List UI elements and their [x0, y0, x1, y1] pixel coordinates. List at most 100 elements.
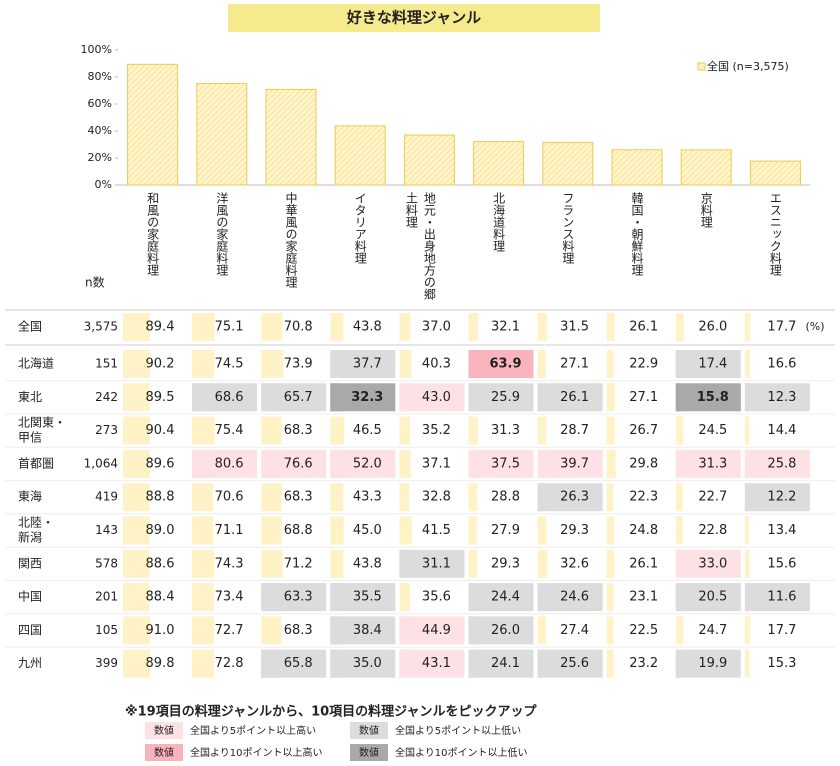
cell-value: 89.0 [146, 523, 175, 538]
highlight [744, 383, 810, 412]
y-tick-label: 80% [88, 70, 112, 83]
cell-bar [537, 416, 547, 445]
cell-bar [537, 449, 550, 478]
highlight [744, 483, 810, 512]
x-tick-label: 韓国・朝鮮料理 [630, 192, 644, 276]
cell-bar [537, 516, 547, 545]
cell-value: 24.7 [698, 623, 727, 638]
cell-value: 71.1 [215, 523, 244, 538]
cell-bar [537, 549, 548, 578]
cell-bar [744, 516, 749, 545]
cell-bar [675, 616, 684, 645]
cell-bar [675, 649, 682, 678]
legend-box [350, 722, 388, 739]
cell-value: 31.5 [560, 320, 589, 335]
cell-value: 40.3 [422, 357, 451, 372]
cell-value: 17.7 [767, 623, 796, 638]
row-label: 関西 [18, 556, 42, 570]
row-label: 北陸・ [18, 516, 54, 530]
cell-value: 27.1 [629, 390, 658, 405]
cell-value: 23.2 [629, 656, 658, 671]
x-tick-label: 北海道料理 [491, 192, 506, 252]
x-tick-label: イタリア料理 [353, 192, 368, 264]
cell-value: 17.7 [767, 320, 796, 335]
bar [127, 63, 179, 186]
cell-value: 26.1 [629, 556, 658, 571]
cell-value: 37.0 [422, 320, 451, 335]
cell-bar [606, 649, 614, 678]
y-tick-label: 40% [88, 124, 112, 137]
legend-label: 全国 (n=3,575) [707, 59, 789, 73]
cell-bar [744, 483, 749, 512]
cell-bar [330, 383, 340, 412]
x-tick-label: 京料理 [699, 192, 714, 228]
cell-value: 65.8 [284, 656, 313, 671]
cell-value: 22.7 [698, 490, 727, 505]
cell-bar [468, 350, 488, 378]
cell-bar [399, 313, 411, 341]
cell-bar [330, 583, 341, 612]
cell-value: 26.1 [560, 390, 589, 405]
cell-value: 19.9 [698, 656, 727, 671]
x-tick-label: 中華風の家庭料理 [284, 192, 298, 288]
highlight [537, 649, 603, 678]
row-n: 3,575 [84, 320, 118, 334]
cell-bar [468, 616, 477, 645]
row-label: 首都圏 [18, 456, 54, 470]
row-n: 578 [95, 556, 118, 570]
cell-bar [675, 383, 681, 412]
row-label: 東海 [18, 489, 42, 504]
cell-bar [606, 616, 614, 645]
legend-box [145, 744, 183, 761]
cell-value: 11.6 [767, 590, 796, 605]
cell-value: 22.9 [629, 357, 658, 372]
y-tick-label: 100% [81, 43, 112, 56]
cell-value: 43.1 [422, 656, 451, 671]
cell-bar [744, 350, 750, 378]
cell-bar [399, 549, 409, 578]
row-label: 北海道 [18, 356, 54, 371]
bar [196, 83, 248, 186]
bar [749, 160, 801, 186]
cell-value: 29.3 [560, 523, 589, 538]
cell-value: 65.7 [284, 390, 313, 405]
cell-value: 43.3 [353, 490, 382, 505]
cell-value: 12.2 [767, 490, 796, 505]
cell-value: 32.3 [351, 390, 383, 405]
cell-value: 41.5 [422, 523, 451, 538]
cell-value: 39.7 [560, 456, 589, 471]
cell-bar [468, 449, 480, 478]
cell-value: 73.4 [215, 590, 244, 605]
cell-bar [537, 383, 546, 412]
cell-value: 43.0 [422, 390, 451, 405]
x-tick-label: 地元・出身地方の郷土料理 [404, 192, 437, 300]
cell-bar [261, 549, 283, 578]
cell-bar [261, 516, 282, 545]
cell-bar [261, 483, 282, 512]
cell-value: 15.3 [767, 656, 796, 671]
cell-value: 37.1 [422, 456, 451, 471]
row-n: 242 [95, 390, 118, 404]
cell-bar [330, 616, 342, 645]
highlight [330, 583, 396, 612]
cell-bar [468, 383, 477, 412]
cell-bar [399, 383, 413, 412]
highlight [675, 449, 741, 478]
cell-value: 14.4 [767, 423, 796, 438]
cell-bar [123, 483, 150, 512]
highlight [744, 583, 810, 612]
cell-bar [399, 616, 413, 645]
row-label: 東北 [18, 390, 42, 404]
cell-value: 26.0 [491, 623, 520, 638]
y-tick-label: 0% [95, 178, 112, 191]
cell-value: 35.0 [353, 656, 382, 671]
cell-bar [261, 383, 281, 412]
cell-bar [744, 549, 750, 578]
cell-bar [330, 649, 341, 678]
legend-box [350, 744, 388, 761]
cell-value: 31.1 [422, 556, 451, 571]
cell-bar [261, 313, 283, 341]
cell-value: 88.4 [146, 590, 175, 605]
cell-bar [399, 416, 410, 445]
